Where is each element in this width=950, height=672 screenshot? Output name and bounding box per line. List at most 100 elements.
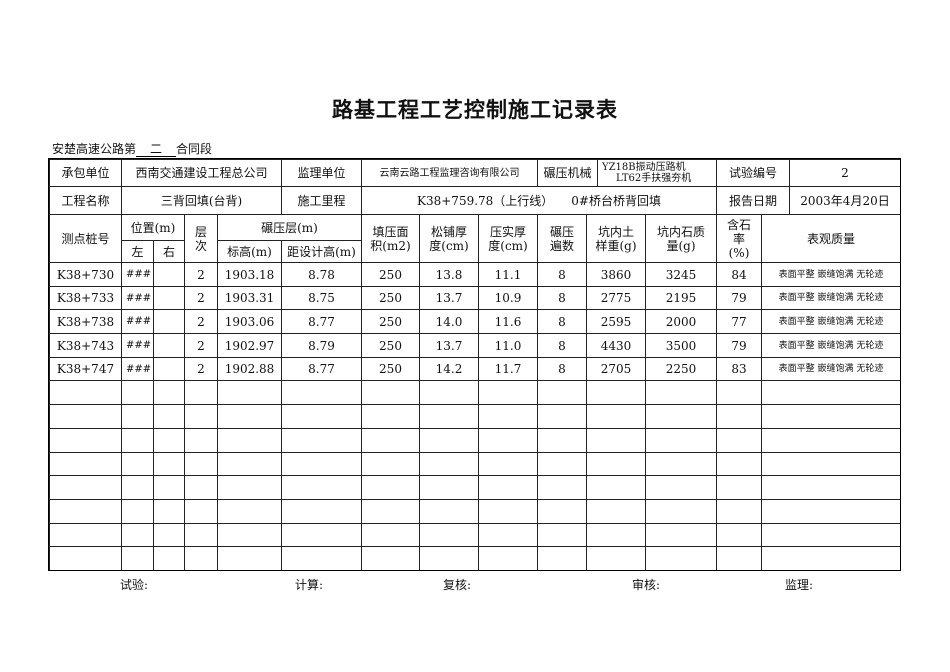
cell-layer: 2 — [184, 333, 218, 358]
test-no-value: 2 — [789, 159, 901, 187]
cell-to-design: 8.79 — [281, 333, 362, 358]
cell-soil: 3860 — [586, 262, 646, 287]
empty-cell — [184, 428, 218, 453]
empty-cell — [419, 499, 479, 524]
cell-elevation: 1902.97 — [217, 333, 282, 358]
empty-cell — [361, 475, 420, 500]
empty-cell — [419, 428, 479, 453]
cell-compact: 11.6 — [478, 309, 538, 334]
empty-cell — [761, 475, 901, 500]
empty-cell — [217, 499, 282, 524]
cell-area: 250 — [361, 357, 420, 381]
mileage-label: 施工里程 — [281, 186, 362, 215]
empty-cell — [281, 380, 362, 405]
empty-cell — [121, 523, 154, 547]
cell-compact: 10.9 — [478, 286, 538, 310]
empty-cell — [537, 523, 587, 547]
header-stone-rate: 含石率(%) — [716, 214, 762, 263]
cell-passes: 8 — [537, 357, 587, 381]
empty-cell — [121, 475, 154, 500]
empty-cell — [184, 452, 218, 476]
empty-cell — [645, 452, 717, 476]
empty-cell — [49, 546, 122, 571]
empty-cell — [153, 404, 185, 429]
empty-cell — [217, 546, 282, 571]
empty-cell — [761, 380, 901, 405]
cell-left: ### — [121, 286, 154, 310]
cell-quality: 表面平整 嵌缝饱满 无轮迹 — [761, 333, 901, 358]
header-soil: 坑内土样重(g) — [586, 214, 646, 263]
section-prefix: 安楚高速公路第 — [52, 142, 137, 156]
cell-loose: 13.7 — [419, 333, 479, 358]
header-loose: 松铺厚度(cm) — [419, 214, 479, 263]
supervisor-label: 监理单位 — [281, 159, 362, 187]
cell-elevation: 1903.06 — [217, 309, 282, 334]
cell-stone: 3245 — [645, 262, 717, 287]
empty-cell — [586, 475, 646, 500]
cell-compact: 11.1 — [478, 262, 538, 287]
header-station: 测点桩号 — [49, 214, 122, 263]
cell-stone: 3500 — [645, 333, 717, 358]
cell-left: ### — [121, 309, 154, 334]
empty-cell — [361, 404, 420, 429]
empty-cell — [217, 475, 282, 500]
footer-calc: 计算: — [295, 578, 324, 592]
empty-cell — [153, 546, 185, 571]
empty-cell — [281, 452, 362, 476]
empty-cell — [586, 404, 646, 429]
machine-label: 碾压机械 — [537, 159, 598, 187]
empty-cell — [537, 546, 587, 571]
cell-to-design: 8.75 — [281, 286, 362, 310]
cell-station: K38+730 — [49, 262, 122, 287]
empty-cell — [537, 380, 587, 405]
empty-cell — [716, 380, 762, 405]
machine-value-line: LT62手扶强夯机 — [616, 173, 692, 184]
cell-passes: 8 — [537, 262, 587, 287]
empty-cell — [716, 452, 762, 476]
header-position: 位置(m) — [121, 214, 185, 241]
cell-to-design: 8.77 — [281, 357, 362, 381]
cell-loose: 13.8 — [419, 262, 479, 287]
cell-quality: 表面平整 嵌缝饱满 无轮迹 — [761, 286, 901, 310]
empty-cell — [121, 546, 154, 571]
cell-quality: 表面平整 嵌缝饱满 无轮迹 — [761, 309, 901, 334]
header-to-design: 距设计高(m) — [281, 240, 362, 263]
cell-loose: 14.2 — [419, 357, 479, 381]
empty-cell — [281, 499, 362, 524]
empty-cell — [478, 546, 538, 571]
footer-audit: 审核: — [632, 578, 661, 592]
empty-cell — [716, 404, 762, 429]
empty-cell — [361, 546, 420, 571]
empty-cell — [281, 475, 362, 500]
empty-cell — [716, 523, 762, 547]
empty-cell — [761, 546, 901, 571]
empty-cell — [153, 499, 185, 524]
empty-cell — [586, 428, 646, 453]
empty-cell — [184, 404, 218, 429]
empty-cell — [537, 404, 587, 429]
contractor-label: 承包单位 — [49, 159, 122, 187]
cell-elevation: 1902.88 — [217, 357, 282, 381]
header-passes: 碾压遍数 — [537, 214, 587, 263]
empty-cell — [761, 523, 901, 547]
cell-station: K38+733 — [49, 286, 122, 310]
empty-cell — [537, 499, 587, 524]
cell-stone-rate: 79 — [716, 333, 762, 358]
empty-cell — [49, 452, 122, 476]
empty-cell — [184, 475, 218, 500]
header-right: 右 — [153, 240, 185, 263]
cell-passes: 8 — [537, 309, 587, 334]
cell-right — [153, 286, 185, 310]
empty-cell — [478, 452, 538, 476]
empty-cell — [361, 428, 420, 453]
empty-cell — [121, 404, 154, 429]
empty-cell — [419, 380, 479, 405]
empty-cell — [645, 428, 717, 453]
empty-cell — [716, 546, 762, 571]
empty-cell — [121, 452, 154, 476]
empty-cell — [419, 452, 479, 476]
empty-cell — [716, 499, 762, 524]
cell-passes: 8 — [537, 333, 587, 358]
empty-cell — [153, 523, 185, 547]
cell-soil: 4430 — [586, 333, 646, 358]
